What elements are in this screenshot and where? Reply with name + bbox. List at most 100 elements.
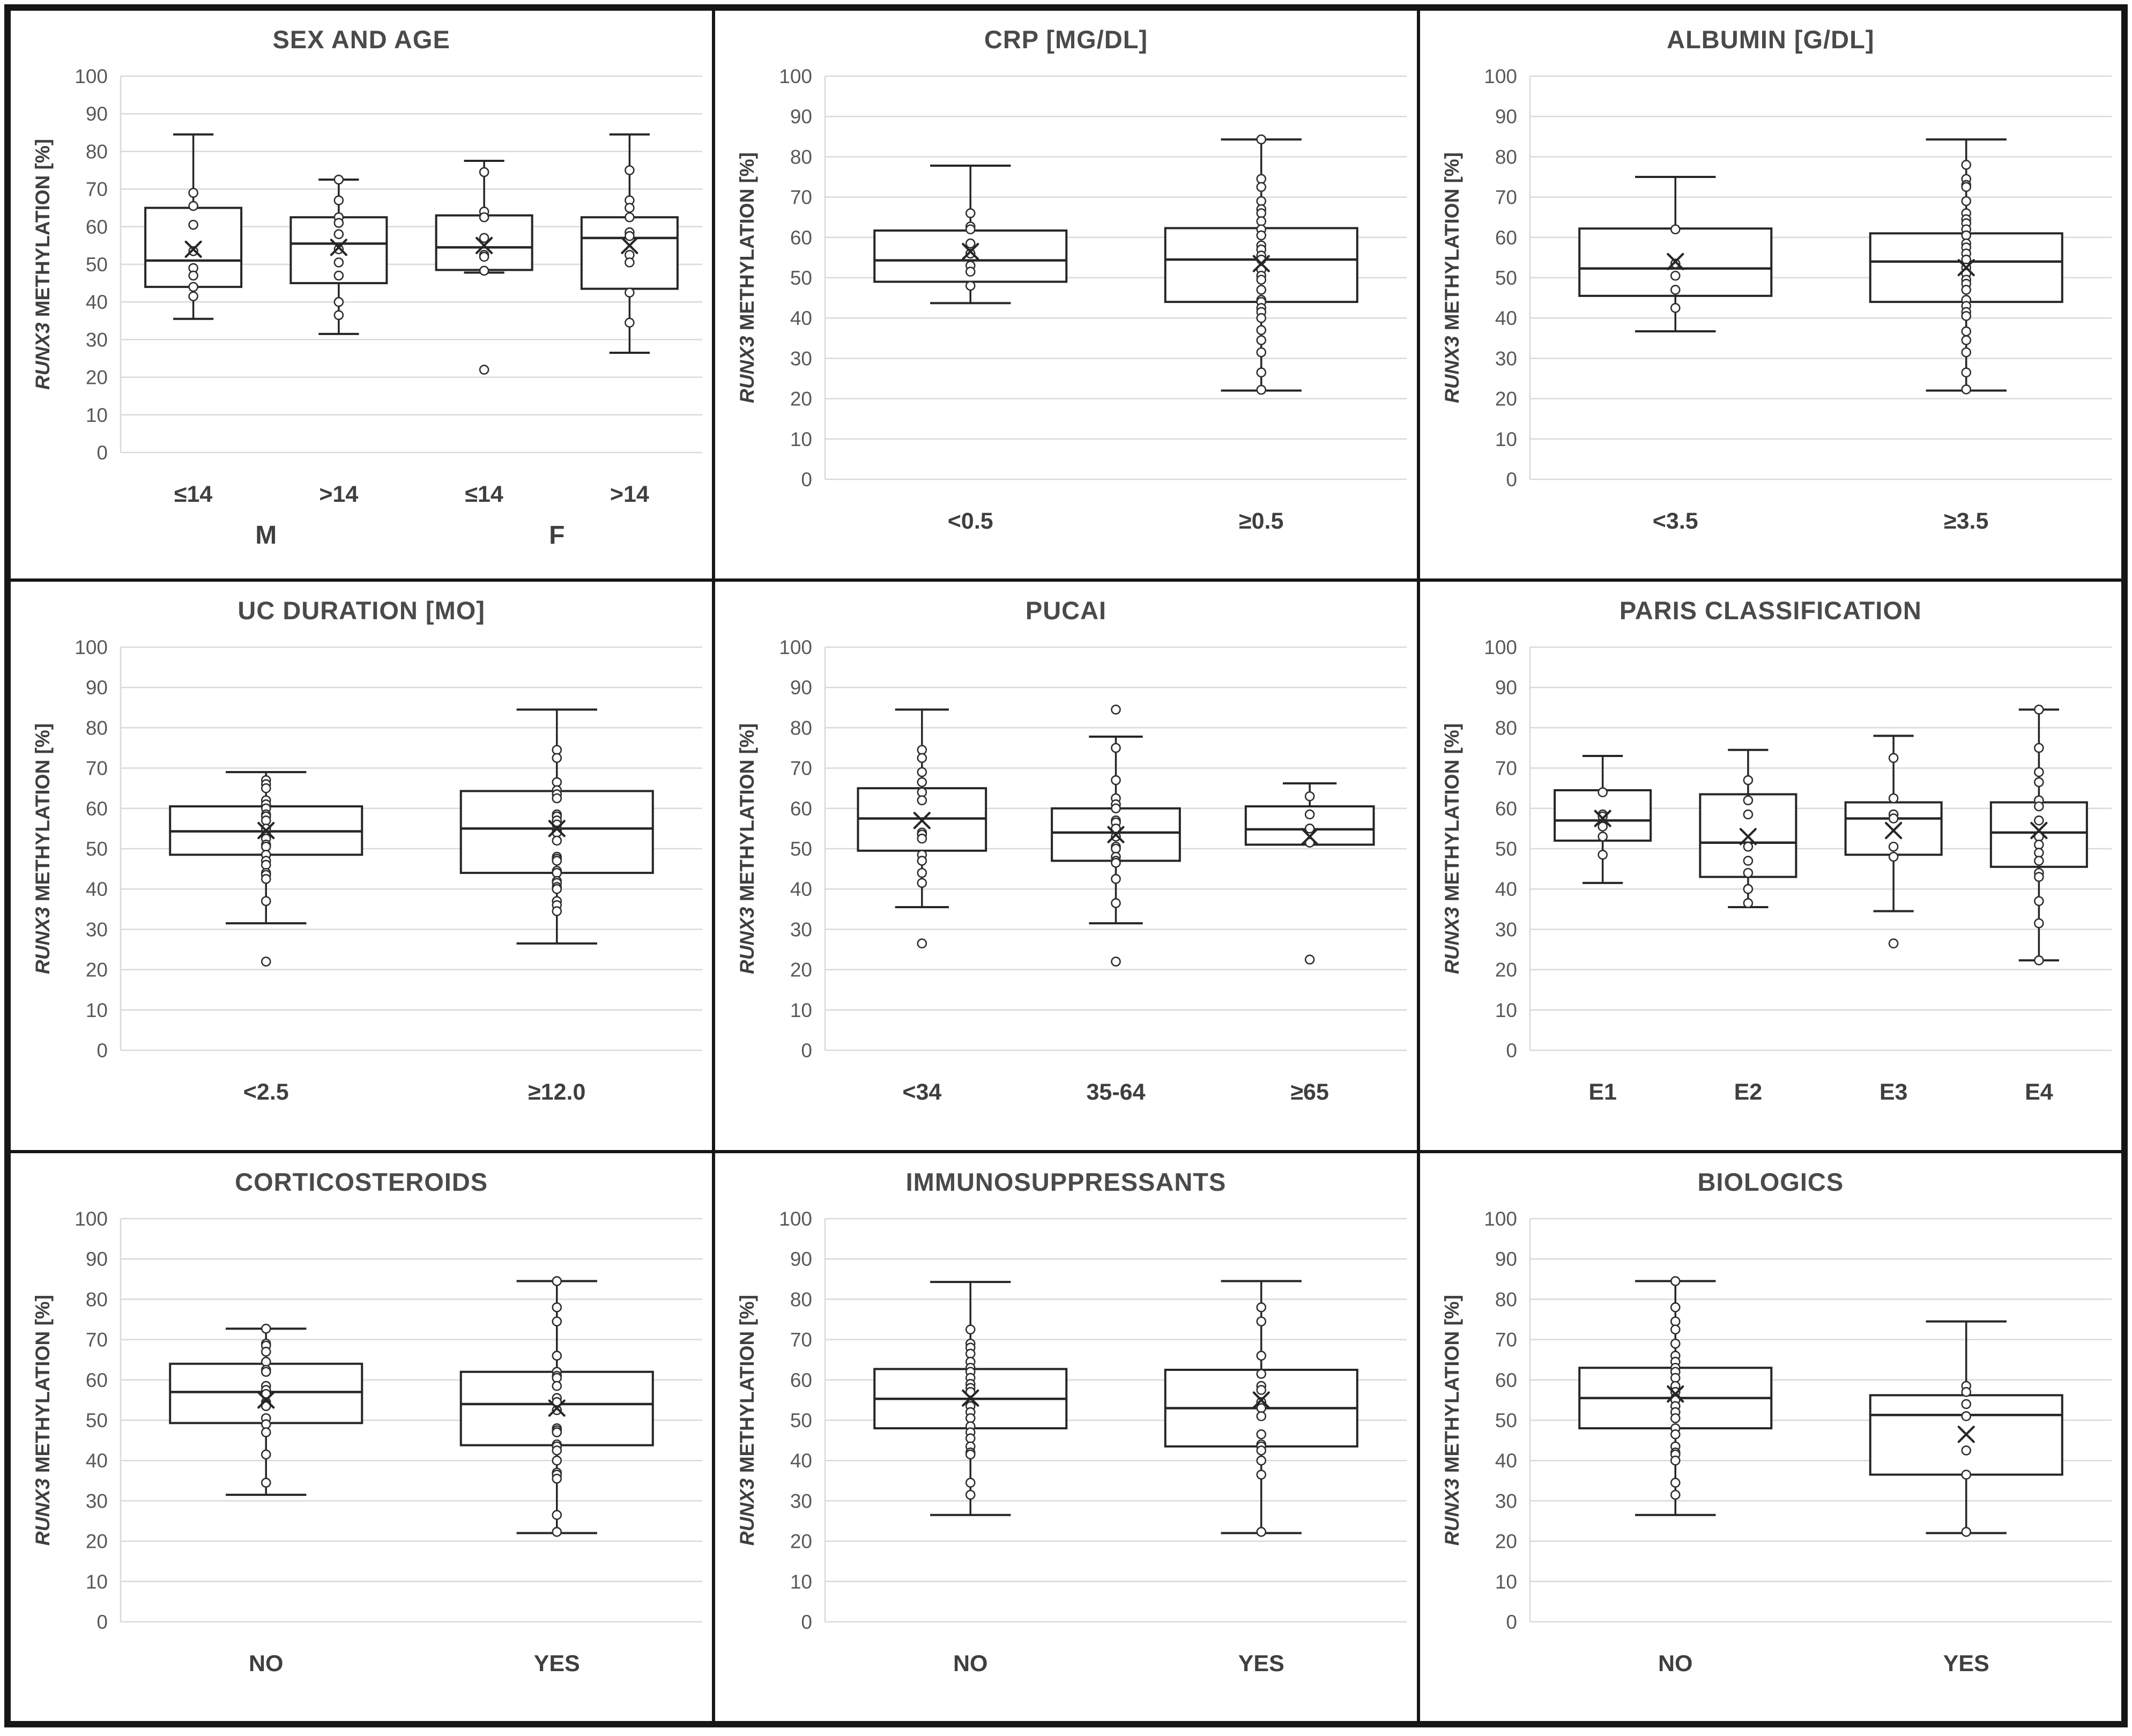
- data-point: [1961, 1445, 1971, 1456]
- data-point: [552, 856, 562, 866]
- box-group: [459, 708, 654, 945]
- data-point: [965, 1386, 976, 1397]
- data-point: [965, 266, 976, 277]
- panel-title: PARIS CLASSIFICATION: [1619, 596, 1922, 625]
- y-tick-label: 50: [1495, 838, 1517, 860]
- data-point: [333, 174, 344, 185]
- data-point: [552, 868, 562, 878]
- box-group: [1164, 134, 1359, 395]
- y-axis-title: RUNX3 METHYLATION [%]: [736, 152, 758, 403]
- data-point: [479, 233, 489, 243]
- data-point: [261, 1367, 271, 1377]
- x-category-label: >14: [610, 481, 649, 507]
- y-tick-label: 30: [790, 347, 812, 369]
- data-point: [1111, 874, 1121, 885]
- data-point: [917, 868, 927, 878]
- y-tick-label: 100: [75, 1208, 108, 1230]
- boxplot-svg: 0 10 20 30 40 50 60 70 80 90 100 RUNX3 METHYLATION …: [1441, 65, 2112, 534]
- box-group: [580, 133, 679, 354]
- data-point: [188, 291, 198, 301]
- y-tick-label: 50: [86, 254, 108, 276]
- y-tick-label: 90: [86, 677, 108, 699]
- data-point: [917, 795, 927, 806]
- data-point: [1670, 1338, 1681, 1349]
- data-point: [1256, 174, 1267, 184]
- data-point: [2033, 918, 2044, 929]
- data-point: [1888, 938, 1899, 949]
- data-point: [2033, 856, 2044, 866]
- y-tick-label: 40: [1495, 307, 1517, 329]
- x-category-label: <0.5: [948, 508, 993, 534]
- data-point: [917, 856, 927, 866]
- y-tick-label: 20: [790, 1530, 812, 1552]
- y-tick-label: 0: [96, 1040, 108, 1062]
- mean-marker: [913, 812, 931, 829]
- data-point: [1670, 1302, 1681, 1312]
- mean-marker: [1957, 1425, 1975, 1443]
- boxplot-svg: 0 10 20 30 40 50 60 70 80 90 100 RUNX3 METHYLATION …: [1441, 636, 2112, 1105]
- y-tick-label: 40: [1495, 879, 1517, 901]
- data-point: [1256, 325, 1267, 336]
- data-point: [1305, 954, 1315, 965]
- data-point: [2033, 767, 2044, 777]
- y-tick-label: 80: [1495, 1288, 1517, 1310]
- boxplot-canvas: 0 10 20 30 40 50 60 70 80 90 100 RUNX3 METHYLATION …: [11, 629, 712, 1149]
- y-tick-label: 100: [75, 636, 108, 658]
- data-point: [1597, 821, 1608, 832]
- panel-uc-duration: UC DURATION [MO] 0 10 20 30 40 50 60 70 80 90 100 R…: [9, 580, 714, 1152]
- data-point: [1111, 775, 1121, 785]
- y-tick-label: 40: [86, 1450, 108, 1472]
- y-grid: 0 10 20 30 40 50 60 70 80 90 100: [1484, 1208, 2112, 1633]
- y-tick-label: 20: [1495, 388, 1517, 410]
- boxplot-svg: 0 10 20 30 40 50 60 70 80 90 100 RUNX3 METHYLATION …: [1441, 1208, 2112, 1676]
- y-tick-label: 90: [1495, 1248, 1517, 1270]
- data-point: [1256, 285, 1267, 295]
- box-group: [1553, 755, 1652, 885]
- y-tick-label: 70: [790, 187, 812, 209]
- y-tick-label: 80: [1495, 146, 1517, 168]
- y-tick-label: 20: [1495, 959, 1517, 981]
- data-point: [552, 1373, 562, 1383]
- data-point: [333, 218, 344, 228]
- y-tick-label: 0: [801, 1040, 813, 1062]
- x-category-label: <34: [903, 1079, 942, 1105]
- y-tick-label: 0: [96, 442, 108, 464]
- data-point: [261, 1449, 271, 1459]
- data-point: [479, 167, 489, 177]
- data-point: [625, 287, 635, 298]
- boxplot-canvas: 0 10 20 30 40 50 60 70 80 90 100 RUNX3 METHYLATION …: [715, 629, 1416, 1149]
- data-point: [1961, 326, 1971, 337]
- data-point: [1111, 858, 1121, 868]
- data-point: [2033, 848, 2044, 858]
- y-tick-label: 70: [790, 1329, 812, 1351]
- y-tick-label: 40: [790, 1450, 812, 1472]
- y-tick-label: 20: [1495, 1530, 1517, 1552]
- y-tick-label: 80: [790, 717, 812, 739]
- x-category-label: E4: [2025, 1079, 2053, 1105]
- data-point: [1743, 856, 1753, 866]
- y-tick-label: 100: [75, 65, 108, 87]
- mean-marker: [548, 1399, 566, 1417]
- data-point: [552, 777, 562, 788]
- data-point: [261, 783, 271, 793]
- panel-albumin: ALBUMIN [G/DL] 0 10 20 30 40 50 60 70 80 90 100 RUN…: [1418, 9, 2123, 581]
- mean-marker: [257, 822, 275, 840]
- data-point: [552, 745, 562, 755]
- data-point: [552, 1405, 562, 1415]
- data-point: [261, 1346, 271, 1357]
- data-point: [552, 1351, 562, 1361]
- y-tick-label: 40: [1495, 1450, 1517, 1472]
- data-point: [1256, 275, 1267, 285]
- boxplot-canvas: 0 10 20 30 40 50 60 70 80 90 100 RUNX3 METHYLATION …: [1420, 629, 2121, 1149]
- data-point: [333, 229, 344, 240]
- x-category-label: ≤14: [465, 481, 503, 507]
- data-point: [965, 208, 976, 218]
- boxplot-svg: 0 10 20 30 40 50 60 70 80 90 100 RUNX3 METHYLATION …: [736, 636, 1407, 1105]
- data-point: [552, 1302, 562, 1312]
- data-point: [333, 195, 344, 205]
- data-point: [1961, 285, 1971, 295]
- y-tick-label: 80: [86, 717, 108, 739]
- data-point: [1670, 1455, 1681, 1466]
- boxplot-svg: 0 10 20 30 40 50 60 70 80 90 100 RUNX3 METHYLATION …: [736, 65, 1407, 534]
- data-point: [1743, 898, 1753, 909]
